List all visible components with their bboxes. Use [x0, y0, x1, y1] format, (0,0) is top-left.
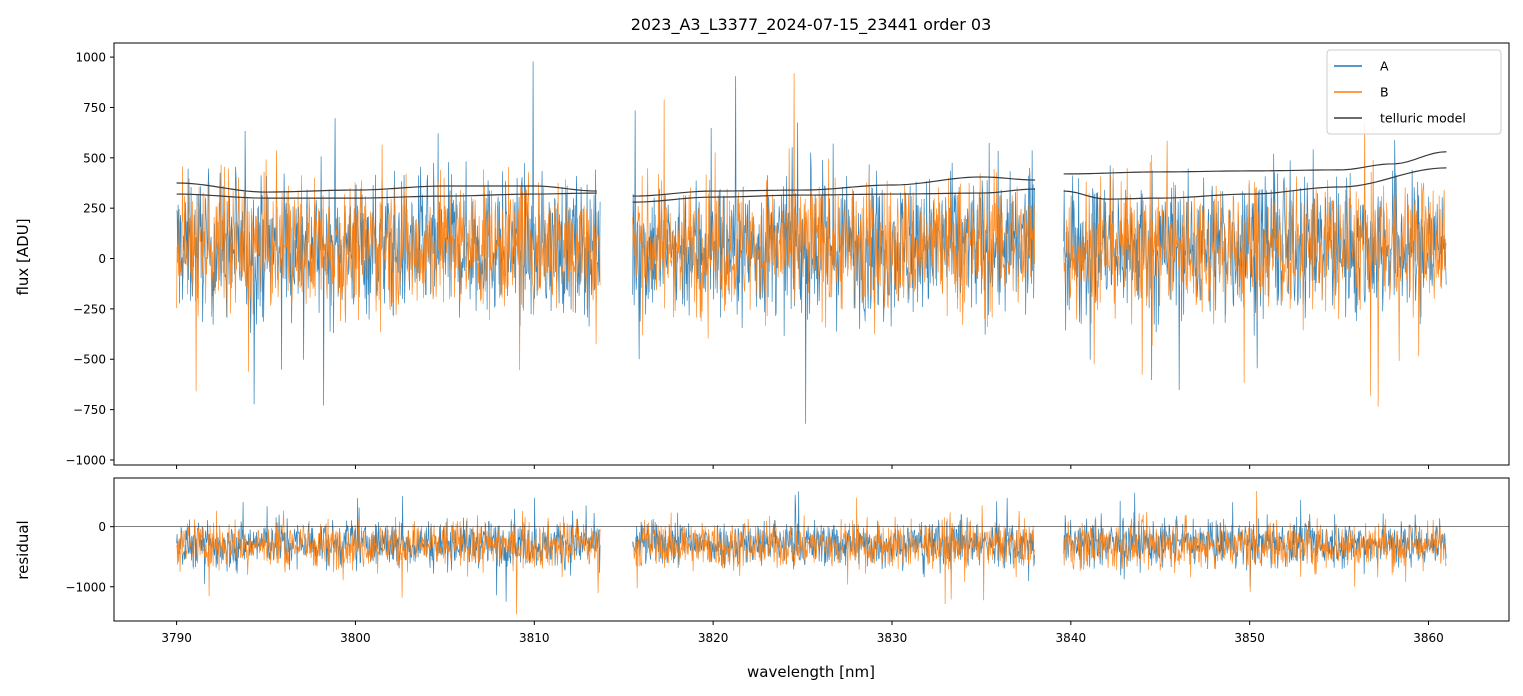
top-axes-frame: [113, 42, 1510, 466]
top-y-tick-label: 0: [98, 252, 106, 266]
series-b-segment-1: [176, 144, 601, 392]
bottom-y-axis-label: residual: [14, 520, 32, 579]
bottom-x-tick-label: 3840: [1056, 631, 1087, 645]
legend-box: [1326, 49, 1502, 135]
bottom-x-tick-label: 3810: [519, 631, 550, 645]
telluric-model-curve-4: [632, 188, 1036, 203]
top-y-tick-label: 750: [83, 101, 106, 115]
top-y-tick-label: −500: [73, 353, 106, 367]
bottom-x-tick-label: 3860: [1413, 631, 1444, 645]
chart-title: 2023_A3_L3377_2024-07-15_23441 order 03: [631, 15, 992, 35]
bottom-y-tick-label: −1000: [65, 580, 106, 594]
telluric-model-curve-6: [1063, 167, 1447, 200]
top-y-tick-label: −1000: [65, 453, 106, 467]
top-plot-area: [176, 61, 1447, 424]
bottom-plot-area: [114, 491, 1509, 615]
bottom-x-tick-label: 3850: [1234, 631, 1265, 645]
residual-a-segment-2: [632, 491, 1035, 582]
telluric-model-curve-1: [176, 182, 597, 193]
series-b-segment-3: [1063, 122, 1447, 407]
telluric-model-curve-3: [632, 176, 1036, 197]
top-panel: −1000 −750 −500 −250 0 250 500 750 1000 flux [AD…: [14, 42, 1510, 469]
bottom-y-tick-label: 0: [98, 520, 106, 534]
top-y-tick-label: 500: [83, 151, 106, 165]
bottom-x-axis: 3790 3800 3810 3820 3830 3840 3850 3860: [161, 621, 1444, 645]
top-y-tick-label: 1000: [75, 51, 106, 65]
top-y-tick-label: −750: [73, 403, 106, 417]
residual-b-segment-2: [632, 497, 1035, 605]
top-y-tick-label: 250: [83, 202, 106, 216]
legend-label-b: B: [1380, 85, 1389, 100]
top-y-tick-label: −250: [73, 302, 106, 316]
bottom-x-tick-label: 3820: [698, 631, 729, 645]
top-x-axis: [176, 465, 1430, 469]
top-y-axis-label: flux [ADU]: [14, 218, 32, 295]
top-y-axis: −1000 −750 −500 −250 0 250 500 750 1000: [65, 51, 114, 467]
legend-label-telluric: telluric model: [1380, 111, 1466, 126]
legend-label-a: A: [1380, 59, 1389, 74]
x-axis-label: wavelength [nm]: [747, 663, 875, 681]
bottom-x-tick-label: 3790: [161, 631, 192, 645]
legend: A B telluric model: [1326, 49, 1502, 135]
telluric-model-curve-5: [1063, 151, 1447, 175]
residual-b-segment-1: [176, 510, 601, 615]
bottom-axes-frame: [113, 477, 1510, 622]
series-a-segment-3: [1063, 139, 1447, 390]
bottom-y-axis: −1000 0: [65, 520, 114, 594]
series-b-segment-2: [632, 73, 1035, 339]
telluric-model-curve-2: [176, 192, 597, 199]
bottom-x-tick-label: 3800: [340, 631, 371, 645]
residual-b-segment-3: [1063, 491, 1447, 592]
bottom-x-tick-label: 3830: [877, 631, 908, 645]
